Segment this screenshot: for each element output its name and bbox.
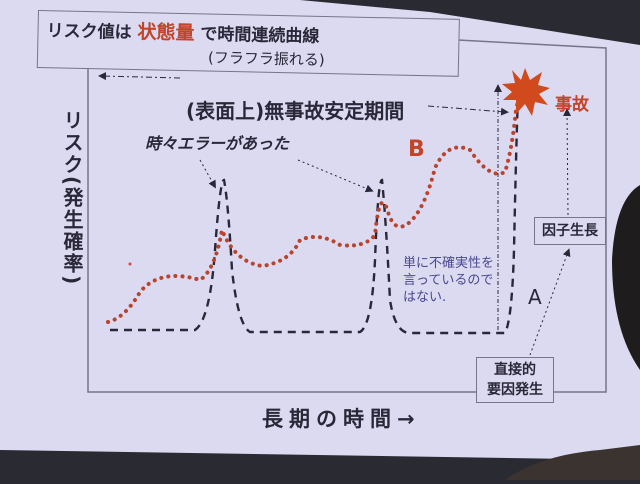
x-axis-label: 長期の時間→ [262,407,421,431]
y-axis-label: リスク(発生確率) [60,110,84,287]
direct-cause-line-2: 要因発生 [487,382,543,398]
direct-cause-line-1: 直接的 [494,362,536,378]
title-suffix: で時間連続曲線 [200,24,320,47]
period-arrow-left [98,72,181,81]
factor-growth-box: 因子生長 [534,217,606,245]
error-annotation: 時々エラーがあった [145,134,290,153]
audience-head [505,445,640,480]
slide-background [0,0,640,460]
dark-projection-edge [300,0,640,45]
curve-b [106,90,522,324]
title-box: リスク値は 状態量 で時間連続曲線 (フラフラ振れる) [36,10,460,77]
cause-arrow [529,248,571,356]
period-arrow-right [427,105,509,116]
curve-a [110,94,520,335]
explosion-icon [502,68,550,116]
laser-pointer-dot [128,262,132,266]
curve-b-label: B [408,137,425,162]
stable-period-label: (表面上)無事故安定期間 [186,99,405,123]
title-prefix: リスク値は [46,21,132,43]
title-line-1: リスク値は 状態量 で時間連続曲線 [46,15,319,48]
title-note: (フラフラ振れる) [207,48,325,70]
direct-cause-box: 直接的 要因発生 [476,357,554,403]
audience-silhouette [612,185,640,370]
error-arrow-2 [297,159,374,193]
title-highlight: 状態量 [137,21,195,45]
accident-label: 事故 [555,95,589,115]
factor-arrow [563,108,572,216]
curve-a-label: A [528,285,542,309]
uncertainty-note: 単に不確実性を言っているのではない. [403,256,495,305]
